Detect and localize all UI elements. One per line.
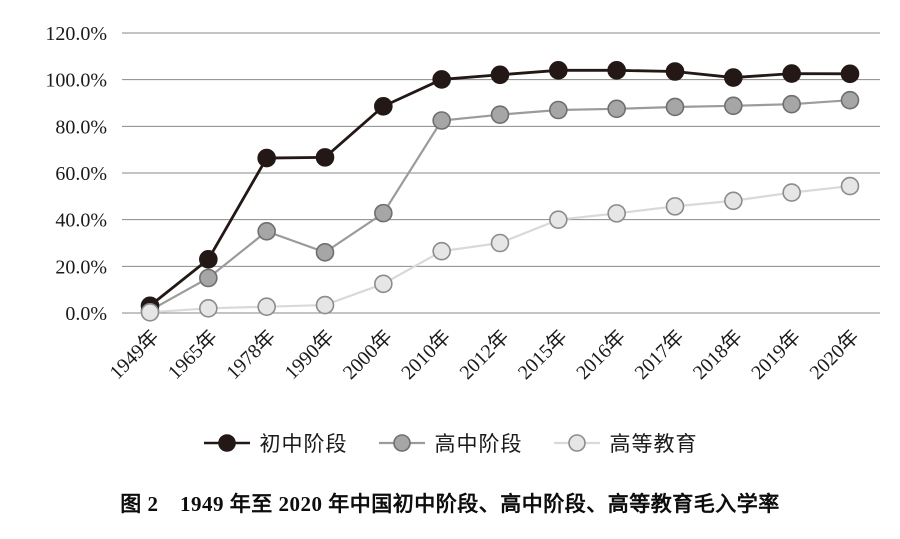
x-axis-tick-label: 2012年 [455, 325, 514, 384]
x-axis-tick-label: 2016年 [572, 325, 631, 384]
data-point [549, 61, 568, 80]
data-point [315, 295, 335, 315]
data-point [315, 148, 335, 167]
data-point [257, 297, 276, 317]
data-point [432, 111, 451, 130]
data-point [490, 233, 510, 253]
data-point [490, 105, 510, 124]
legend-item-senior-high: 高中阶段 [378, 428, 523, 458]
x-axis-tick-label: 2018年 [688, 325, 747, 384]
y-axis-tick-label: 120.0% [45, 23, 107, 45]
data-point [432, 70, 451, 89]
series-line-1 [149, 99, 851, 312]
x-axis-tick-label: 1965年 [163, 325, 222, 384]
x-axis-tick-label: 1990年 [280, 325, 339, 384]
data-point [724, 191, 743, 211]
data-point [374, 274, 393, 294]
legend-label-junior-middle: 初中阶段 [259, 432, 348, 456]
data-point [782, 64, 801, 83]
data-point [782, 94, 801, 114]
data-point [840, 176, 860, 196]
x-axis-tick-label: 1978年 [222, 325, 281, 384]
data-point [315, 243, 335, 262]
data-point [724, 68, 743, 87]
data-point [199, 250, 218, 269]
data-point [607, 204, 626, 223]
data-point [432, 241, 451, 261]
data-point [607, 61, 626, 80]
data-point [782, 183, 801, 202]
data-point [840, 90, 860, 110]
y-axis-tick-label: 100.0% [45, 70, 107, 92]
x-axis-tick-label: 2010年 [397, 325, 456, 384]
data-point [607, 99, 626, 119]
senior-high-marker-icon [378, 434, 425, 452]
legend-label-senior-high: 高中阶段 [434, 432, 523, 456]
data-point [490, 65, 510, 85]
chart-legend: 初中阶段 高中阶段 高等教育 [0, 424, 900, 462]
data-point [549, 100, 568, 120]
data-point [140, 302, 160, 322]
x-axis-tick-label: 2017年 [630, 325, 689, 384]
data-point [665, 197, 685, 216]
legend-label-higher-education: 高等教育 [609, 432, 698, 456]
data-point [840, 64, 860, 84]
figure-caption: 图 2 1949 年至 2020 年中国初中阶段、高中阶段、高等教育毛入学率 [120, 492, 780, 516]
y-axis-tick-label: 80.0% [55, 116, 107, 138]
data-point [665, 97, 685, 117]
y-axis-tick-label: 40.0% [55, 210, 107, 232]
data-point [374, 96, 393, 116]
data-point [665, 62, 685, 81]
x-axis-tick-label: 2015年 [513, 325, 572, 384]
data-point [199, 268, 218, 288]
data-point [549, 210, 568, 229]
legend-item-higher-education: 高等教育 [553, 428, 698, 458]
data-point [257, 222, 276, 241]
higher-education-marker-icon [553, 434, 600, 452]
y-axis-tick-label: 20.0% [55, 256, 107, 278]
data-point [724, 96, 743, 116]
x-axis-tick-label: 1949年 [105, 325, 164, 384]
x-axis-tick-label: 2020年 [805, 325, 864, 384]
data-point [199, 299, 218, 318]
junior-middle-marker-icon [203, 434, 250, 452]
x-axis-tick-label: 2000年 [338, 325, 397, 384]
enrollment-line-chart: 0.0% 20.0% 40.0% 60.0% 80.0% 100.0% 120.0% 1949… [45, 23, 880, 384]
x-axis-tick-label: 2019年 [747, 325, 806, 384]
data-point [374, 203, 393, 223]
y-axis-tick-label: 0.0% [65, 303, 107, 325]
y-axis-tick-label: 60.0% [55, 163, 107, 185]
data-point [257, 148, 276, 168]
legend-item-junior-middle: 初中阶段 [203, 428, 348, 458]
